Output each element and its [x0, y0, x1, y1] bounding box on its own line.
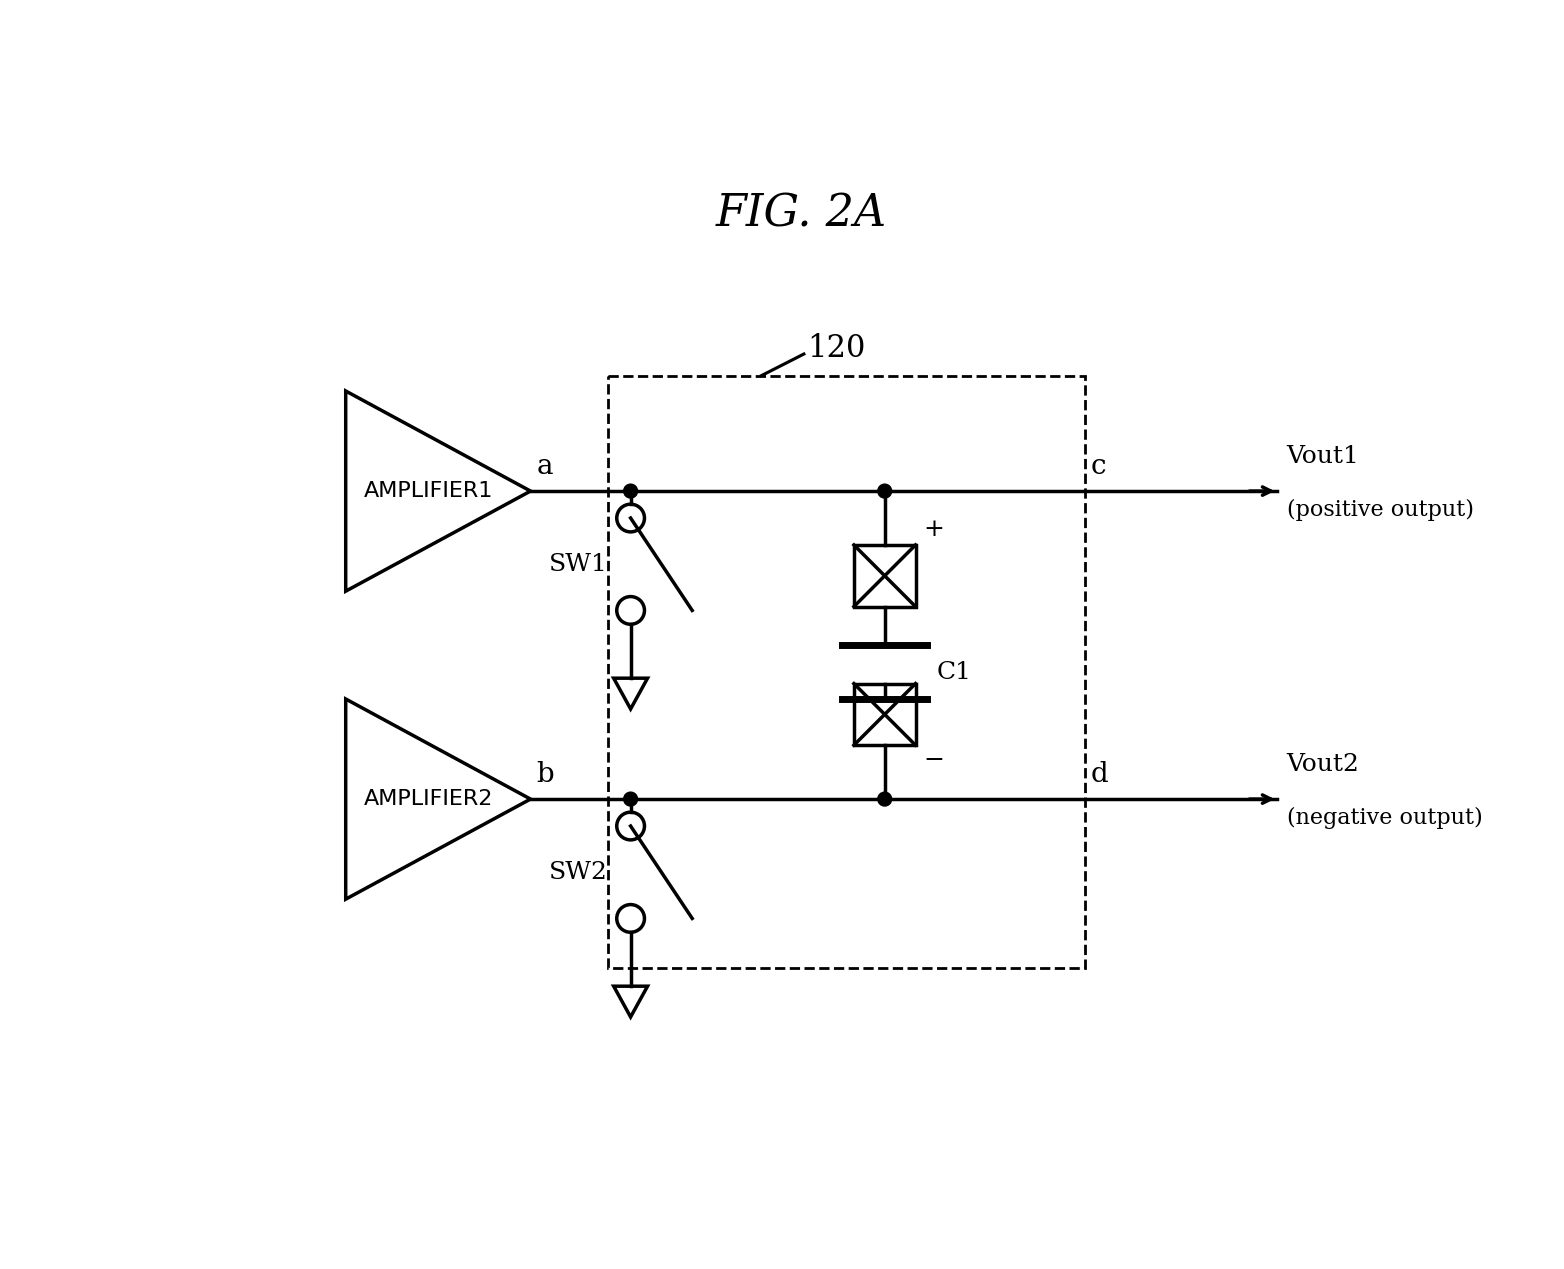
- Text: d: d: [1092, 760, 1109, 788]
- Bar: [854, 544, 915, 607]
- Text: a: a: [536, 453, 554, 480]
- Text: (positive output): (positive output): [1287, 499, 1473, 520]
- Circle shape: [877, 485, 891, 497]
- Text: +: +: [923, 518, 945, 541]
- Text: SW1: SW1: [549, 553, 607, 576]
- Text: FIG. 2A: FIG. 2A: [716, 193, 887, 236]
- Text: −: −: [923, 749, 945, 772]
- Text: 120: 120: [807, 334, 866, 364]
- Text: c: c: [1092, 453, 1107, 480]
- Bar: [854, 684, 915, 745]
- Circle shape: [624, 485, 638, 497]
- Text: AMPLIFIER2: AMPLIFIER2: [364, 789, 494, 810]
- Circle shape: [877, 792, 891, 806]
- Circle shape: [624, 792, 638, 806]
- Text: AMPLIFIER1: AMPLIFIER1: [364, 481, 494, 501]
- Text: SW2: SW2: [549, 860, 607, 883]
- Text: Vout2: Vout2: [1287, 753, 1359, 775]
- Text: C1: C1: [937, 661, 971, 684]
- Text: (negative output): (negative output): [1287, 807, 1483, 829]
- Text: b: b: [536, 760, 554, 788]
- Text: Vout1: Vout1: [1287, 445, 1359, 468]
